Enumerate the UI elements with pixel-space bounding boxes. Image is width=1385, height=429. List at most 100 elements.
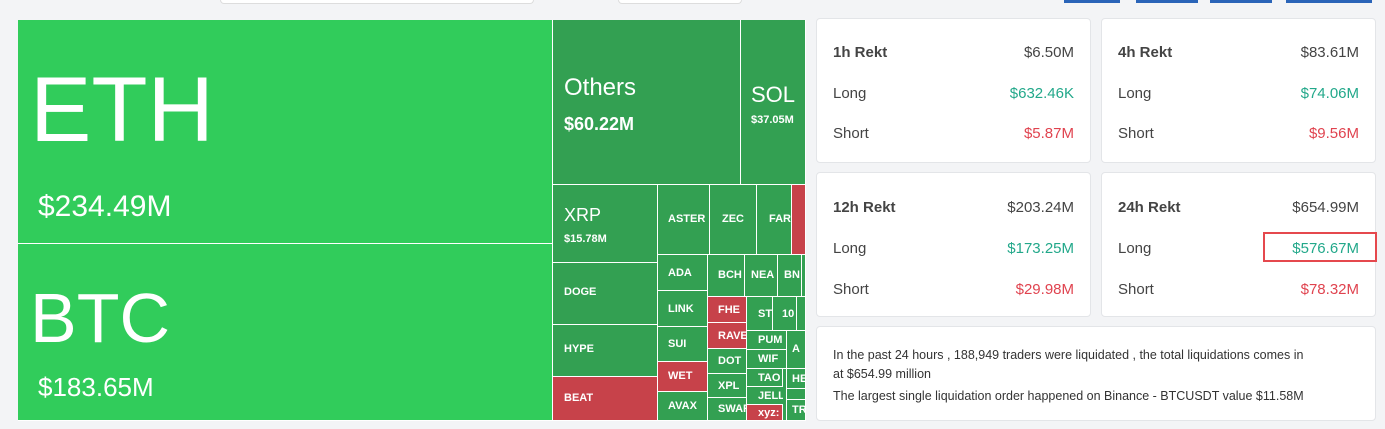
tile-label: xyz:: [758, 407, 780, 419]
tile-label: BCH: [718, 269, 742, 281]
tile[interactable]: SUI: [658, 327, 708, 362]
summary-line: at $654.99 million: [833, 367, 931, 381]
short-label: Short: [1118, 281, 1154, 298]
tile-value: $183.65M: [38, 372, 154, 402]
tile-label: LINK: [668, 303, 694, 315]
stat-card: 1h Rekt $6.50M Long $632.46K Short $5.87…: [816, 18, 1091, 163]
tile[interactable]: [802, 255, 806, 297]
tile-label: AVAX: [668, 400, 697, 412]
tile-label: WET: [668, 370, 693, 382]
tile-value: $15.78M: [564, 233, 607, 245]
tile-label: DOGE: [564, 286, 597, 298]
tile[interactable]: AVAX: [658, 392, 708, 421]
card-title: 12h Rekt: [833, 199, 896, 216]
tile[interactable]: RAVE: [708, 323, 747, 349]
tile[interactable]: NEA: [745, 255, 778, 297]
tile[interactable]: DOT: [708, 349, 747, 374]
tile-label: Others: [564, 74, 637, 101]
short-label: Short: [833, 125, 869, 142]
tile[interactable]: SWAR: [708, 398, 747, 421]
tile[interactable]: BTC $183.65M: [18, 244, 553, 421]
tile-label: SOL: [751, 82, 796, 107]
long-value: $632.46K: [1009, 85, 1074, 102]
tile-label: 10: [782, 308, 795, 320]
tile[interactable]: BCH: [708, 255, 745, 297]
tile[interactable]: [797, 297, 806, 331]
button[interactable]: [1210, 0, 1272, 3]
tile[interactable]: XPL: [708, 374, 747, 398]
stat-card: 12h Rekt $203.24M Long $173.25M Short $2…: [816, 172, 1091, 317]
short-value: $78.32M: [1300, 281, 1359, 298]
long-label: Long: [833, 85, 867, 102]
summary-line: The largest single liquidation order hap…: [833, 389, 1304, 403]
tile-label: BEAT: [564, 392, 594, 404]
tile[interactable]: xyz:: [747, 405, 783, 421]
tile-label: FHE: [718, 304, 740, 316]
summary-card: In the past 24 hours , 188,949 traders w…: [816, 326, 1376, 421]
tile[interactable]: A: [787, 331, 806, 369]
stat-card: 4h Rekt $83.61M Long $74.06M Short $9.56…: [1101, 18, 1376, 163]
long-label: Long: [1118, 240, 1152, 257]
tile[interactable]: [783, 369, 787, 421]
long-label: Long: [1118, 85, 1152, 102]
long-value: $74.06M: [1300, 85, 1359, 102]
tile[interactable]: 10: [773, 297, 797, 331]
card-total: $654.99M: [1292, 199, 1359, 216]
tile[interactable]: XRP $15.78M: [553, 185, 658, 263]
long-value: $173.25M: [1007, 240, 1074, 257]
tile[interactable]: PUM: [747, 331, 787, 350]
tile[interactable]: LINK: [658, 291, 708, 327]
tile[interactable]: [792, 185, 806, 255]
tile[interactable]: ZEC: [710, 185, 757, 255]
long-label: Long: [833, 240, 867, 257]
tile-label: BN: [784, 269, 800, 281]
tile[interactable]: JELL: [747, 387, 787, 405]
tile[interactable]: SOL $37.05M: [741, 20, 806, 185]
tile-label: XRP: [564, 205, 602, 225]
card-total: $203.24M: [1007, 199, 1074, 216]
tile-value: $37.05M: [751, 114, 794, 126]
short-label: Short: [1118, 125, 1154, 142]
tile[interactable]: BEAT: [553, 377, 658, 421]
tile[interactable]: TAO: [747, 369, 783, 387]
tile[interactable]: HYPE: [553, 325, 658, 377]
tile[interactable]: WET: [658, 362, 708, 392]
tile-value: $60.22M: [564, 114, 635, 134]
tile-label: BTC: [30, 279, 170, 357]
tile-label: ST: [758, 308, 773, 320]
long-value: $576.67M: [1292, 240, 1359, 257]
tile-label: DOT: [718, 355, 742, 367]
button[interactable]: [1136, 0, 1198, 3]
tile[interactable]: FAR: [757, 185, 792, 255]
tile-label: HE: [792, 373, 806, 385]
tile[interactable]: WIF: [747, 350, 787, 369]
tile-label: TAO: [758, 372, 781, 384]
tile-value: $234.49M: [38, 190, 172, 223]
short-value: $5.87M: [1023, 125, 1074, 142]
tile[interactable]: FHE: [708, 297, 747, 323]
tile[interactable]: [787, 389, 806, 400]
tile[interactable]: ADA: [658, 255, 708, 291]
card-total: $83.61M: [1300, 44, 1359, 61]
button[interactable]: [1064, 0, 1120, 3]
short-label: Short: [833, 281, 869, 298]
tile[interactable]: TR: [787, 400, 806, 421]
tile[interactable]: Others $60.22M: [553, 20, 741, 185]
tile[interactable]: ETH $234.49M: [18, 20, 553, 244]
highlight-box: [1263, 232, 1377, 262]
tile[interactable]: BN: [778, 255, 802, 297]
tile[interactable]: HE: [787, 369, 806, 389]
tile[interactable]: DOGE: [553, 263, 658, 325]
tile-label: XPL: [718, 380, 740, 392]
search-box[interactable]: [220, 0, 534, 4]
button[interactable]: [1286, 0, 1372, 3]
tile-label: ASTER: [668, 213, 706, 225]
tile-label: PUM: [758, 334, 783, 346]
tile-label: WIF: [758, 353, 779, 365]
card-title: 24h Rekt: [1118, 199, 1181, 216]
tile[interactable]: ST: [747, 297, 773, 331]
select-box[interactable]: [618, 0, 742, 4]
tile-label: SWAR: [718, 403, 746, 415]
tile[interactable]: ASTER: [658, 185, 710, 255]
